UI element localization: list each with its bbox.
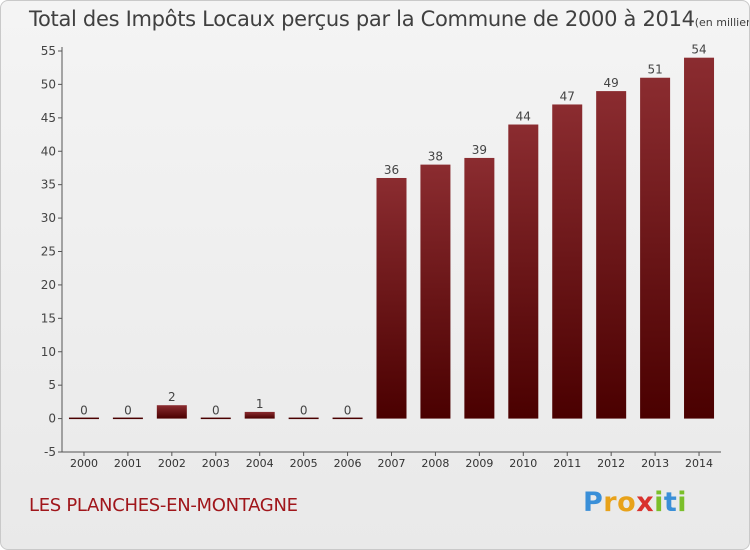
x-tick-label: 2003 <box>202 457 230 470</box>
y-tick-label: -5 <box>44 445 56 459</box>
chart-data-labels: 0 0 2 0 1 0 0 36 38 39 44 47 49 51 54 <box>80 43 707 418</box>
chart-title-unit: (en milliers d'€) <box>694 16 749 29</box>
bar-2001 <box>112 417 143 420</box>
data-label-2001: 0 <box>124 404 132 418</box>
bar-2012 <box>596 91 627 419</box>
bar-2007 <box>376 177 407 419</box>
bar-2008 <box>420 164 451 419</box>
y-tick-label: 35 <box>41 178 56 192</box>
data-label-2009: 39 <box>472 143 487 157</box>
y-tick-label: 30 <box>41 211 56 225</box>
x-tick-label: 2005 <box>290 457 318 470</box>
x-tick-label: 2009 <box>465 457 493 470</box>
y-tick-label: 55 <box>41 44 56 58</box>
x-tick-label: 2010 <box>509 457 537 470</box>
x-tick-label: 2006 <box>334 457 362 470</box>
x-tick-label: 2002 <box>158 457 186 470</box>
data-label-2003: 0 <box>212 404 220 418</box>
data-label-2006: 0 <box>344 404 352 418</box>
x-tick-label: 2014 <box>685 457 713 470</box>
data-label-2005: 0 <box>300 404 308 418</box>
data-label-2014: 54 <box>691 43 706 57</box>
chart-bars <box>68 57 715 420</box>
x-tick-label: 2004 <box>246 457 274 470</box>
data-label-2013: 51 <box>647 63 662 77</box>
x-tick-label: 2013 <box>641 457 669 470</box>
x-tick-label: 2011 <box>553 457 581 470</box>
bar-2014 <box>684 57 715 419</box>
y-tick-label: 0 <box>48 412 56 426</box>
data-label-2004: 1 <box>256 397 264 411</box>
y-tick-label: 45 <box>41 111 56 125</box>
x-tick-label: 2001 <box>114 457 142 470</box>
y-tick-label: 15 <box>41 311 56 325</box>
y-tick-label: 10 <box>41 345 56 359</box>
bar-2003 <box>200 417 231 420</box>
x-tick-label: 2008 <box>421 457 449 470</box>
commune-name: LES PLANCHES-EN-MONTAGNE <box>29 495 298 516</box>
x-tick-label: 2012 <box>597 457 625 470</box>
bar-2004 <box>244 411 275 419</box>
y-tick-label: 50 <box>41 77 56 91</box>
chart-title: Total des Impôts Locaux perçus par la Co… <box>29 7 749 31</box>
bar-2002 <box>156 405 187 419</box>
bar-2011 <box>552 104 583 419</box>
bar-2005 <box>288 417 319 420</box>
y-tick-label: 5 <box>48 378 56 392</box>
data-label-2007: 36 <box>384 163 399 177</box>
y-tick-label: 20 <box>41 278 56 292</box>
chart-title-main: Total des Impôts Locaux perçus par la Co… <box>29 7 695 31</box>
x-tick-label: 2007 <box>378 457 406 470</box>
bar-2010 <box>508 124 539 419</box>
data-label-2002: 2 <box>168 390 176 404</box>
y-tick-label: 40 <box>41 144 56 158</box>
x-tick-label: 2000 <box>70 457 98 470</box>
data-label-2008: 38 <box>428 150 443 164</box>
bar-2006 <box>332 417 363 420</box>
proxiti-logo: Proxiti <box>583 487 688 518</box>
bar-2009 <box>464 157 495 419</box>
data-label-2000: 0 <box>80 404 88 418</box>
data-label-2010: 44 <box>516 110 531 124</box>
data-label-2011: 47 <box>560 89 575 103</box>
bar-2013 <box>640 77 671 419</box>
data-label-2012: 49 <box>604 76 619 90</box>
bar-2000 <box>68 417 99 420</box>
y-tick-label: 25 <box>41 245 56 259</box>
